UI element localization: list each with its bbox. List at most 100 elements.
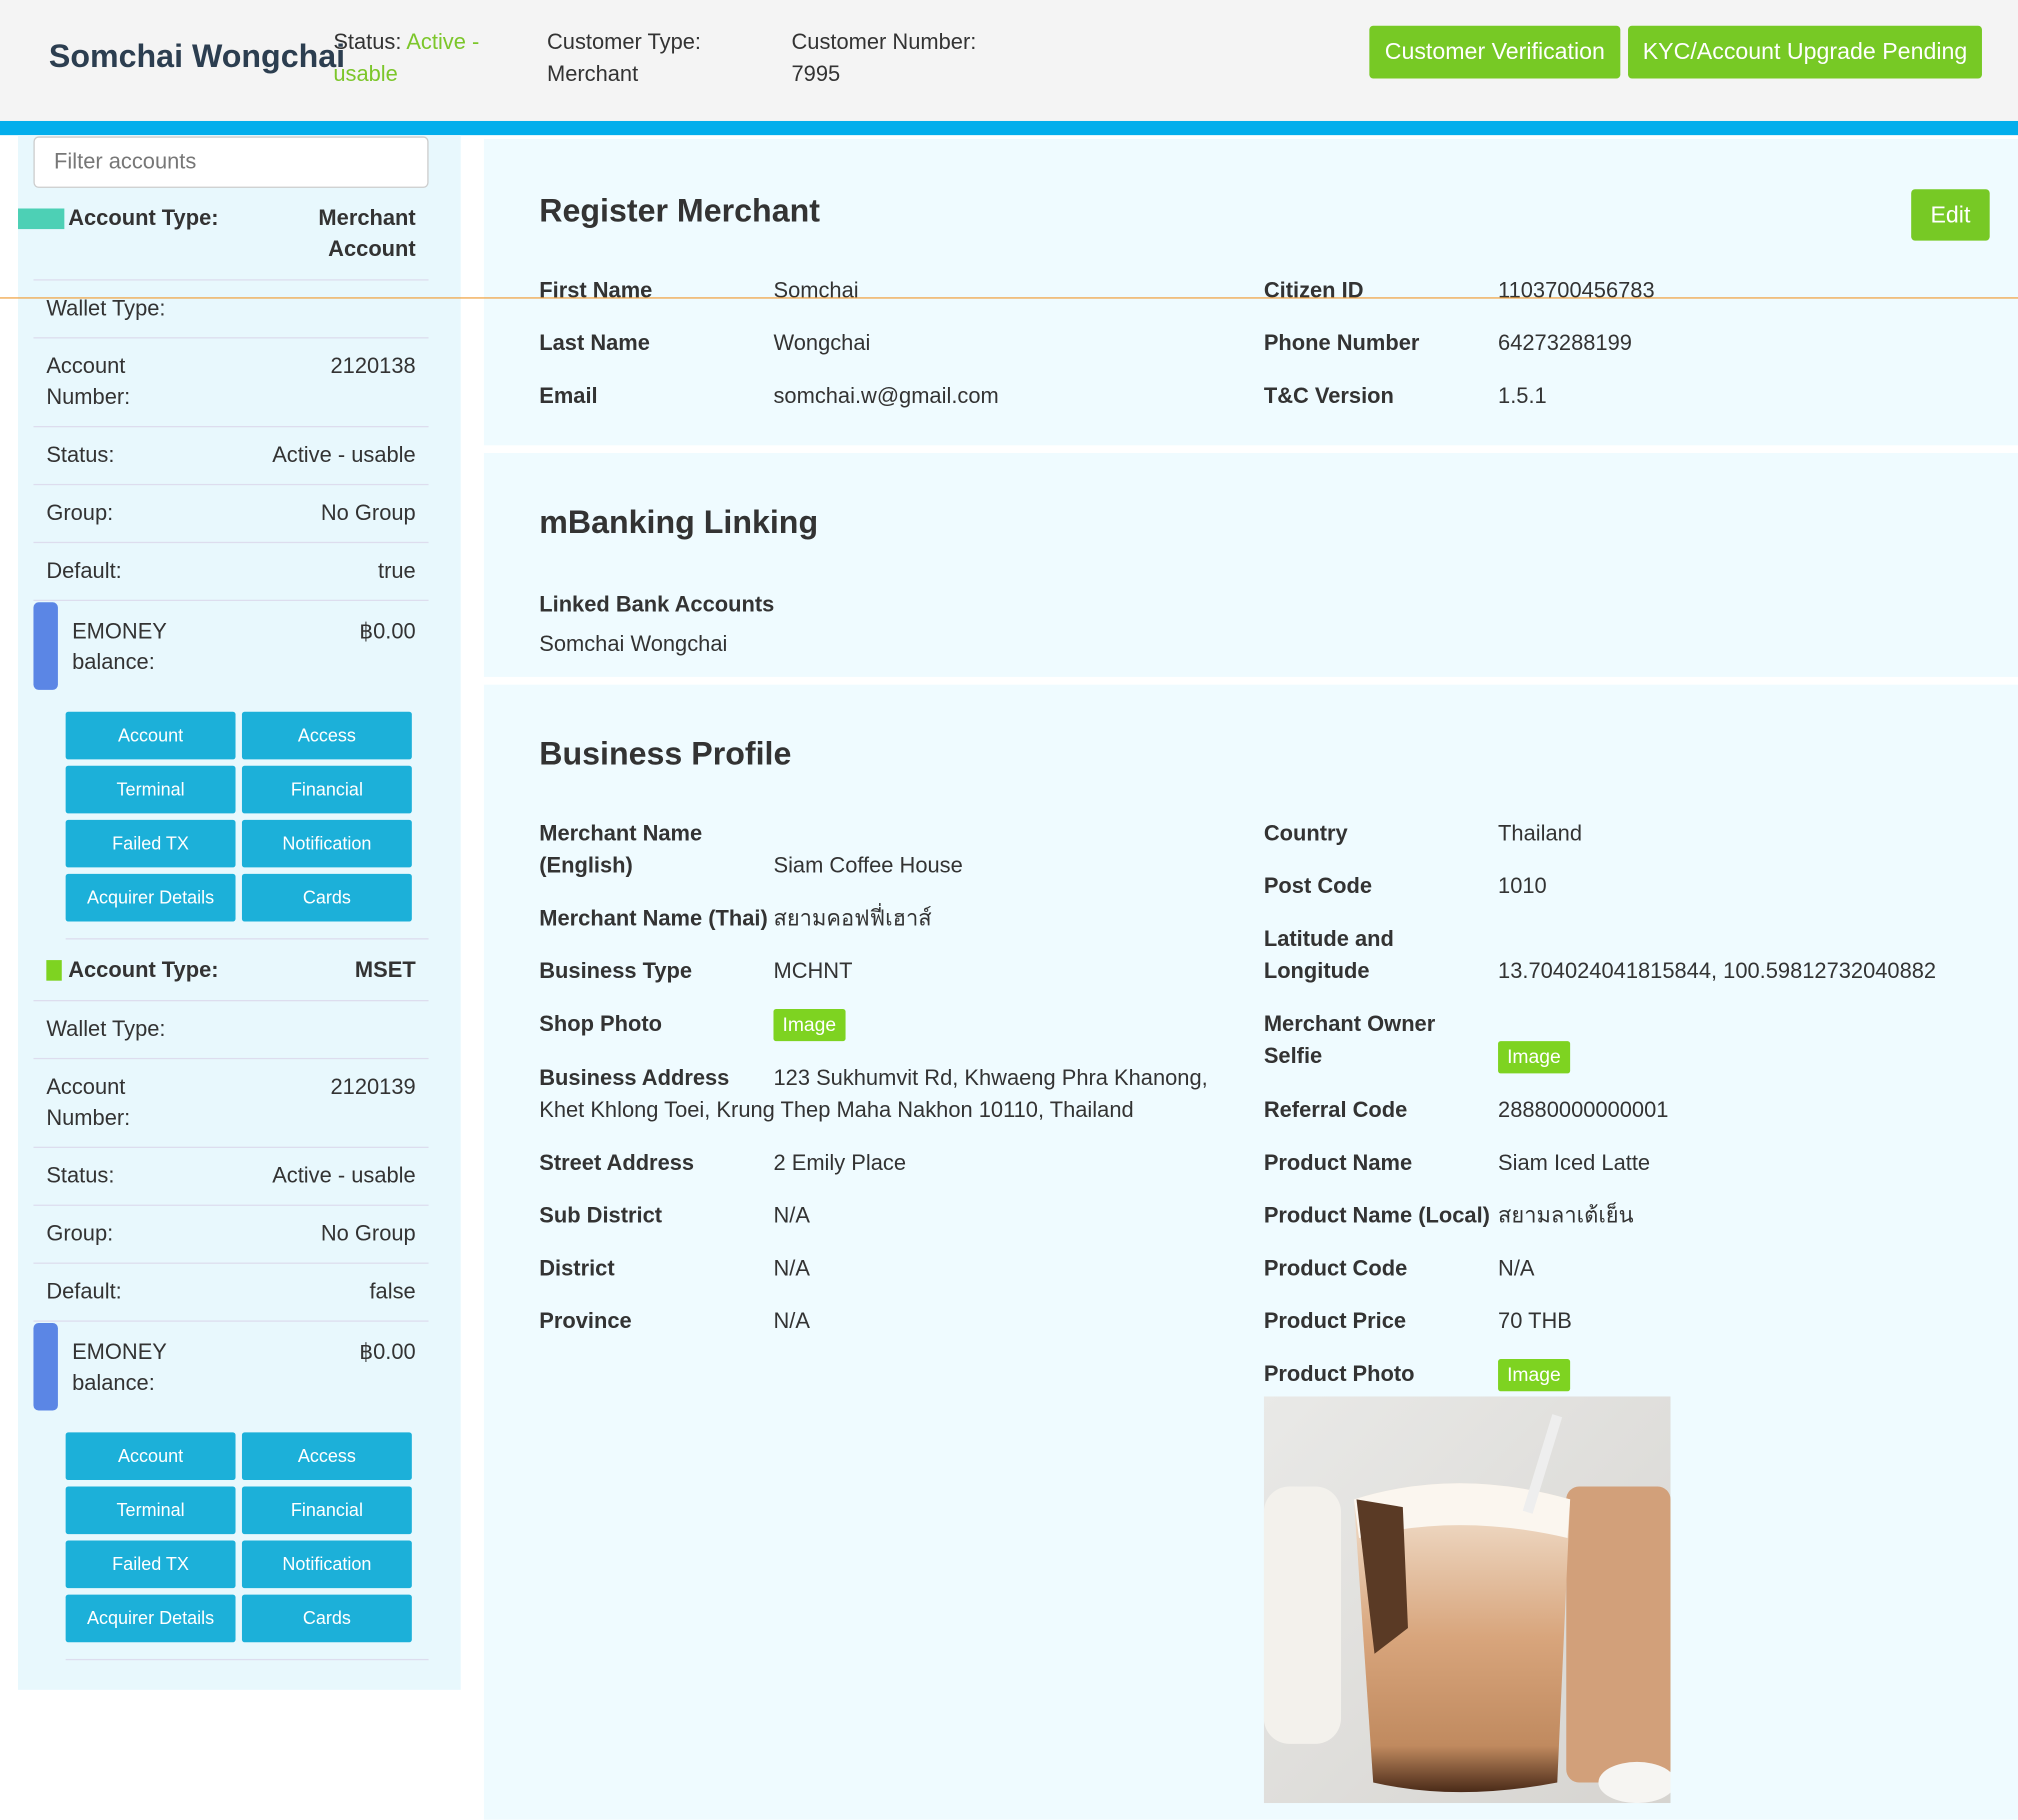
field: First Name Somchai <box>539 274 1264 306</box>
field-value: MCHNT <box>773 958 853 984</box>
filter-input[interactable]: Filter accounts <box>33 136 429 188</box>
field: Referral Code 28880000000001 <box>1264 1094 2010 1126</box>
account-row: Wallet Type: <box>33 281 429 339</box>
action-buttons: Account Access Terminal Financial Failed TX N… <box>65 1432 429 1661</box>
field: Last Name Wongchai <box>539 327 1264 359</box>
label: Account Type: <box>68 957 219 982</box>
field-value: Thailand <box>1498 821 1582 846</box>
header-bar <box>0 120 2018 136</box>
value: Active - usable <box>272 442 416 468</box>
accounts: Account Type: Merchant Account Wallet Type… <box>18 203 461 1661</box>
field: Merchant Name (Thai) สยามคอฟฟี่เฮาส์ <box>539 902 1234 934</box>
action-button[interactable]: Cards <box>241 1594 412 1643</box>
action-button[interactable]: Notification <box>241 819 412 868</box>
field: Product Name Siam Iced Latte <box>1264 1147 2010 1179</box>
account-type-row: Account Type: MSET <box>33 955 429 1002</box>
label: Account Type: <box>68 205 219 231</box>
value: ฿0.00 <box>359 619 416 644</box>
mbanking-section: mBanking Linking Linked Bank Accounts Som… <box>483 453 2018 677</box>
action-button[interactable]: Account <box>65 1432 236 1481</box>
section-title: mBanking Linking <box>539 504 819 541</box>
field-value: 1010 <box>1498 873 1547 899</box>
value: No Group <box>320 500 416 526</box>
business-section: Business Profile Merchant Name (English)… <box>483 684 2018 1820</box>
action-button[interactable]: Cards <box>241 873 412 922</box>
account-row: Default: true <box>33 543 429 602</box>
field-label: Business Address <box>539 1065 730 1091</box>
field: Latitude and Longitude 13.704024041815844… <box>1264 923 2010 987</box>
verification-button[interactable]: Customer Verification <box>1369 25 1621 79</box>
action-button[interactable]: Financial <box>241 765 412 814</box>
field-label: Last Name <box>539 330 650 356</box>
action-button[interactable]: Failed TX <box>65 819 236 868</box>
field: Product Photo Image <box>1263 1358 2010 1392</box>
image-badge[interactable]: Image <box>773 1009 846 1042</box>
action-button[interactable]: Terminal <box>65 1486 236 1535</box>
field: Product Code N/A <box>1264 1252 2010 1284</box>
value: 2120139 <box>330 1074 416 1100</box>
field-value: N/A <box>1498 1256 1535 1281</box>
field-label: Referral Code <box>1263 1097 1408 1123</box>
image-badge[interactable]: Image <box>1498 1359 1570 1392</box>
action-button[interactable]: Failed TX <box>65 1540 236 1589</box>
balance-tab <box>33 602 58 690</box>
action-button[interactable]: Acquirer Details <box>65 1594 236 1643</box>
right-column: Country Thailand Post Code 1010 Latitude and… <box>1263 817 2010 1812</box>
action-button[interactable]: Terminal <box>65 765 236 814</box>
label: Wallet Type: <box>46 296 166 321</box>
field-value: somchai.w@gmail.com <box>773 383 999 408</box>
account-row: Wallet Type: <box>33 1001 429 1060</box>
action-button[interactable]: Access <box>241 711 412 760</box>
sidebar: Filter accounts Account Type: Merchant Ac… <box>18 135 461 1690</box>
marshmallow <box>1598 1761 1676 1804</box>
label: Wallet Type: <box>46 1016 166 1042</box>
left-column: Merchant Name (English) Siam Coffee House… <box>539 817 1234 1358</box>
status-value: Active - usable <box>333 29 480 87</box>
label: Status: <box>46 1163 115 1188</box>
edit-button[interactable]: Edit <box>1911 189 1990 241</box>
field-value: 70 THB <box>1498 1308 1572 1334</box>
header: Somchai Wongchai Status: Active - usable… <box>0 0 2018 121</box>
account-row: Default: false <box>33 1264 429 1322</box>
customer-number: Customer Number: 7995 <box>791 26 976 90</box>
value: false <box>369 1279 416 1304</box>
balance-row: EMONEY balance: ฿0.00 <box>33 1322 428 1433</box>
guide-line <box>0 297 2018 299</box>
field-value: Somchai <box>773 277 859 303</box>
kyc-button[interactable]: KYC/Account Upgrade Pending <box>1628 25 1982 79</box>
field-label: Shop Photo <box>539 1011 662 1037</box>
section-title: Register Merchant <box>539 193 820 230</box>
field-value: สยามคอฟฟี่เฮาส์ <box>773 906 932 931</box>
label: Customer Number: <box>791 29 977 55</box>
action-button[interactable]: Financial <box>241 1486 412 1535</box>
account: Account Type: Merchant Account Wallet Type… <box>18 203 429 940</box>
field-label: Phone Number <box>1263 330 1420 356</box>
action-button[interactable]: Acquirer Details <box>65 873 236 922</box>
section-title: Business Profile <box>539 736 792 773</box>
field-label: Email <box>539 383 598 408</box>
field-label: Product Photo <box>1263 1361 1415 1387</box>
field-value: Siam Coffee House <box>773 853 963 878</box>
field-label: Country <box>1263 821 1348 846</box>
field-label: Merchant Owner Selfie <box>1263 1011 1436 1069</box>
action-button[interactable]: Access <box>241 1432 412 1481</box>
field-label: Province <box>539 1308 632 1334</box>
field-value: Siam Iced Latte <box>1498 1150 1651 1176</box>
field: T&C Version 1.5.1 <box>1264 380 2010 412</box>
field: Shop Photo Image <box>539 1008 1234 1042</box>
action-button[interactable]: Account <box>65 711 236 760</box>
field-value: N/A <box>773 1203 810 1228</box>
image-badge[interactable]: Image <box>1498 1041 1570 1074</box>
field-label: Product Price <box>1263 1308 1407 1334</box>
field: Email somchai.w@gmail.com <box>539 380 1264 412</box>
label: Status: <box>46 442 115 468</box>
account-row: Account Number: 2120138 <box>33 338 429 428</box>
value: ฿0.00 <box>359 1339 416 1365</box>
action-button[interactable]: Notification <box>241 1540 412 1589</box>
field-label: Citizen ID <box>1263 277 1364 303</box>
field-value: Wongchai <box>773 330 871 356</box>
field-value: 2 Emily Place <box>773 1150 907 1176</box>
value: true <box>377 558 416 584</box>
field: Country Thailand <box>1264 817 2010 849</box>
